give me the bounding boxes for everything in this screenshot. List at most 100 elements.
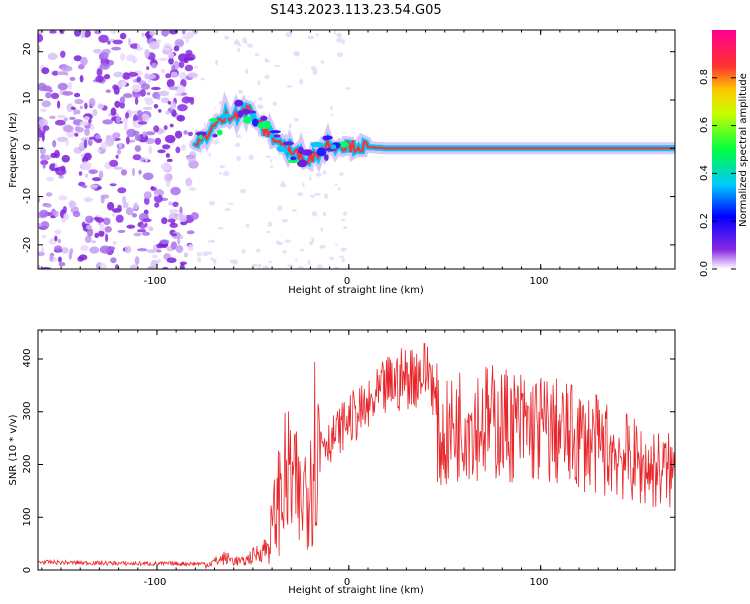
noise-blob: [314, 192, 321, 196]
noise-blob: [122, 118, 128, 124]
noise-blob: [293, 117, 299, 122]
noise-blob: [169, 222, 178, 228]
noise-blob: [98, 230, 105, 237]
noise-blob: [68, 81, 73, 91]
noise-blob: [53, 210, 59, 218]
noise-blob: [144, 73, 149, 80]
track-blob: [283, 149, 289, 155]
noise-blob: [105, 89, 111, 93]
noise-blob: [169, 208, 179, 214]
noise-blob: [157, 95, 161, 100]
noise-blob: [338, 255, 345, 258]
noise-blob: [123, 122, 128, 132]
noise-blob: [38, 30, 44, 35]
noise-blob: [133, 202, 139, 210]
noise-blob: [38, 133, 44, 138]
noise-blob: [215, 30, 219, 34]
colorbar: 0.0 0.2 0.4 0.6 0.8 Normalized spectral …: [699, 30, 749, 277]
noise-blob: [287, 264, 294, 268]
noise-blob: [119, 96, 126, 104]
noise-blob: [153, 104, 159, 109]
track-blob: [310, 141, 323, 148]
noise-blob: [187, 244, 194, 252]
noise-blob: [175, 84, 186, 94]
noise-blob: [57, 82, 68, 91]
noise-blob: [49, 254, 54, 262]
noise-blob: [258, 97, 263, 101]
noise-blob: [104, 74, 111, 80]
spectrogram-y-label: Frequency (Hz): [8, 112, 19, 188]
noise-blob: [84, 127, 90, 136]
noise-blob: [115, 214, 124, 223]
noise-blob: [79, 105, 83, 110]
noise-blob: [217, 227, 224, 230]
noise-blob: [262, 265, 270, 269]
noise-blob: [311, 237, 315, 243]
noise-blob: [41, 100, 51, 108]
noise-blob: [178, 61, 185, 69]
noise-blob: [121, 81, 126, 87]
noise-blob: [99, 245, 111, 254]
noise-blob: [193, 65, 198, 69]
colorbar-label: Normalized spectral amplitude: [738, 73, 749, 227]
noise-blob: [49, 30, 57, 34]
noise-blob: [80, 245, 89, 252]
noise-blob: [160, 68, 166, 73]
noise-blob: [99, 52, 109, 60]
noise-blob: [161, 217, 168, 225]
noise-blob: [247, 43, 254, 48]
noise-blob: [257, 80, 261, 86]
noise-blob: [63, 117, 69, 122]
noise-blob: [96, 68, 103, 77]
noise-blob: [45, 192, 53, 197]
noise-blob: [138, 169, 142, 175]
spectrogram-x-label: Height of straight line (km): [288, 285, 424, 296]
noise-blob: [52, 70, 59, 76]
snr-frame: [37, 329, 676, 571]
noise-blob: [166, 257, 177, 264]
noise-blobs: [38, 30, 351, 269]
snr-y-label: SNR (10 * v/v): [8, 414, 19, 485]
noise-blob: [319, 244, 326, 249]
noise-blob: [136, 248, 148, 252]
noise-blob: [176, 40, 184, 46]
noise-blob: [203, 122, 206, 128]
noise-blob: [119, 101, 125, 109]
noise-blob: [73, 55, 83, 62]
noise-blob: [181, 144, 186, 151]
noise-blob: [102, 119, 114, 125]
noise-blob: [235, 134, 242, 139]
noise-blob: [78, 171, 83, 176]
noise-blob: [97, 149, 101, 153]
noise-blob: [39, 209, 49, 218]
noise-blob: [38, 45, 41, 53]
noise-blob: [315, 33, 319, 37]
noise-blob: [80, 56, 88, 66]
noise-blob: [100, 195, 105, 204]
noise-blob: [179, 206, 183, 215]
noise-blob: [126, 224, 136, 229]
noise-blob: [336, 37, 343, 43]
track-blob: [243, 116, 252, 124]
noise-blob: [91, 240, 97, 244]
colorbar-tick-02: 0.2: [699, 213, 710, 229]
noise-blob: [171, 233, 178, 237]
noise-blob: [265, 155, 272, 158]
noise-blob: [257, 263, 262, 268]
noise-blob: [320, 227, 323, 233]
spectrogram-y-tick-0: 0: [22, 144, 33, 150]
noise-blob: [149, 40, 160, 50]
noise-blob: [251, 263, 258, 267]
noise-blob: [120, 53, 125, 61]
noise-blob: [187, 131, 193, 137]
noise-blob: [68, 200, 76, 209]
noise-blob: [242, 37, 247, 43]
noise-blob: [94, 232, 100, 238]
noise-blob: [299, 78, 304, 85]
noise-blob: [309, 241, 313, 246]
track-blob: [260, 115, 268, 121]
noise-blob: [189, 96, 195, 105]
noise-blob: [95, 134, 101, 140]
noise-blob: [57, 238, 61, 244]
noise-blob: [296, 52, 299, 57]
